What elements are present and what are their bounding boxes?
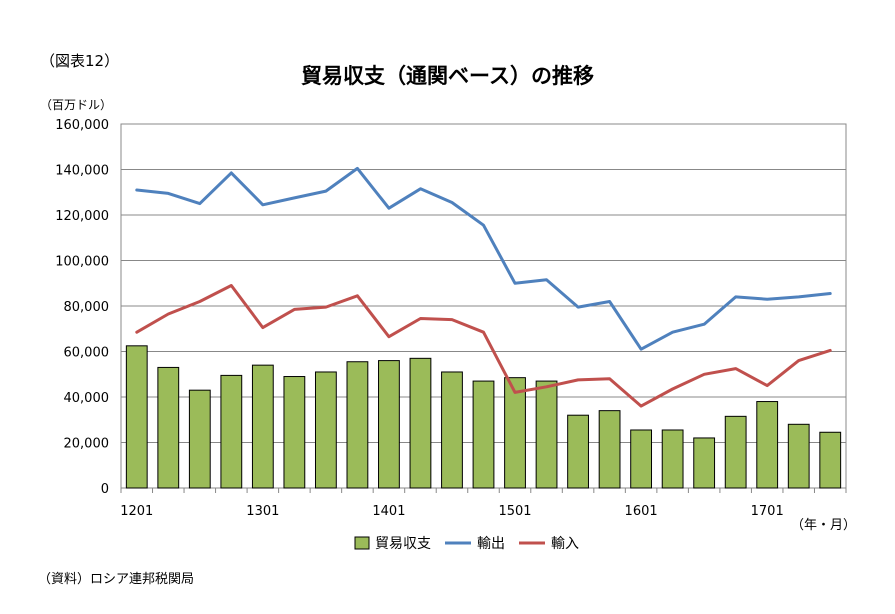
x-tick-label: 1301: [246, 504, 279, 519]
x-tick-label: 1601: [625, 504, 658, 519]
bar-trade-balance: [409, 357, 432, 489]
bar-trade-balance: [787, 423, 810, 489]
bar-trade-balance: [661, 429, 684, 489]
bar-trade-balance: [472, 380, 495, 489]
bar-trade-balance: [504, 377, 526, 489]
y-tick-label: 80,000: [64, 300, 110, 315]
bar-trade-balance: [188, 389, 211, 489]
y-unit-label: （百万ドル）: [40, 98, 113, 112]
bar-trade-balance: [220, 374, 243, 489]
y-tick-label: 100,000: [55, 255, 109, 270]
y-tick-label: 0: [101, 482, 109, 497]
y-tick-label: 120,000: [55, 209, 109, 224]
x-axis-label: （年・月）: [791, 518, 856, 533]
bar-trade-balance: [724, 415, 747, 489]
bar-trade-balance: [535, 380, 558, 489]
bar-trade-balance: [251, 364, 274, 489]
figure-label: （図表12）: [40, 52, 120, 70]
bar-trade-balance: [567, 414, 589, 489]
bar-trade-balance: [756, 401, 779, 489]
bar-trade-balance: [378, 360, 400, 489]
line-imports: [135, 284, 832, 408]
bar-trade-balance: [693, 437, 716, 489]
bar-trade-balance: [157, 366, 180, 489]
bar-trade-balance: [125, 345, 148, 489]
legend-label: 貿易収支: [375, 536, 431, 552]
bar-trade-balance: [314, 371, 337, 489]
legend-label: 輸出: [477, 536, 505, 552]
x-tick-label: 1501: [498, 504, 531, 519]
chart-title: 貿易収支（通関ベース）の推移: [301, 64, 594, 88]
bar-trade-balance: [441, 371, 463, 489]
source-note: （資料）ロシア連邦税関局: [38, 572, 195, 587]
x-tick-label: 1201: [120, 504, 153, 519]
x-tick-label: 1401: [372, 504, 405, 519]
y-tick-label: 140,000: [55, 164, 109, 179]
bar-trade-balance: [283, 376, 306, 489]
bar-trade-balance: [346, 361, 369, 489]
legend-label: 輸入: [551, 536, 579, 552]
bar-trade-balance: [630, 429, 653, 489]
legend-swatch-bar: [354, 536, 370, 550]
bar-trade-balance: [819, 431, 842, 489]
line-exports: [135, 166, 832, 351]
x-tick-label: 1701: [751, 504, 784, 519]
bar-trade-balance: [598, 410, 621, 489]
y-tick-label: 160,000: [55, 118, 109, 133]
y-tick-label: 40,000: [64, 391, 110, 406]
y-tick-label: 20,000: [64, 437, 110, 452]
y-tick-label: 60,000: [64, 346, 110, 361]
